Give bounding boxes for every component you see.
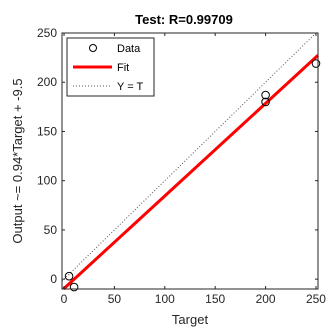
y-axis-label: Output ~= 0.94*Target + -9.5 bbox=[10, 78, 25, 243]
axes-layer bbox=[61, 32, 319, 290]
data-point bbox=[64, 271, 74, 281]
x-tick-label: 250 bbox=[306, 292, 326, 306]
legend-data-label: Data bbox=[117, 43, 141, 55]
legend: Data Fit Y = T bbox=[66, 37, 155, 97]
fit-line bbox=[62, 54, 320, 291]
data-point bbox=[311, 59, 321, 68]
legend-data-marker bbox=[89, 44, 97, 52]
x-tick-label: 50 bbox=[108, 292, 122, 306]
lines-layer bbox=[61, 32, 320, 291]
x-tick-label: 150 bbox=[205, 292, 225, 306]
data-point bbox=[261, 90, 270, 100]
y-tick-label: 200 bbox=[37, 75, 57, 89]
y-tick-label: 100 bbox=[37, 174, 57, 188]
x-tick-label: 200 bbox=[256, 292, 276, 306]
legend-fit-label: Fit bbox=[117, 62, 129, 74]
points-layer bbox=[64, 59, 321, 292]
axes-box bbox=[61, 32, 319, 290]
legend-yt-label: Y = T bbox=[117, 81, 143, 93]
identity-line bbox=[61, 32, 317, 282]
x-tick-label: 0 bbox=[61, 292, 68, 306]
data-point bbox=[69, 282, 79, 292]
y-tick-label: 50 bbox=[44, 223, 58, 237]
y-tick-label: 0 bbox=[50, 272, 57, 286]
data-point bbox=[261, 97, 270, 107]
chart-title: Test: R=0.99709 bbox=[135, 12, 233, 27]
y-tick-label: 150 bbox=[37, 124, 57, 138]
x-axis-label: Target bbox=[172, 312, 209, 327]
ticks-layer: 0 50 100 150 200 250 0 50 100 150 200 250 bbox=[37, 26, 326, 306]
x-tick-label: 100 bbox=[155, 292, 175, 306]
y-tick-label: 250 bbox=[37, 26, 57, 40]
